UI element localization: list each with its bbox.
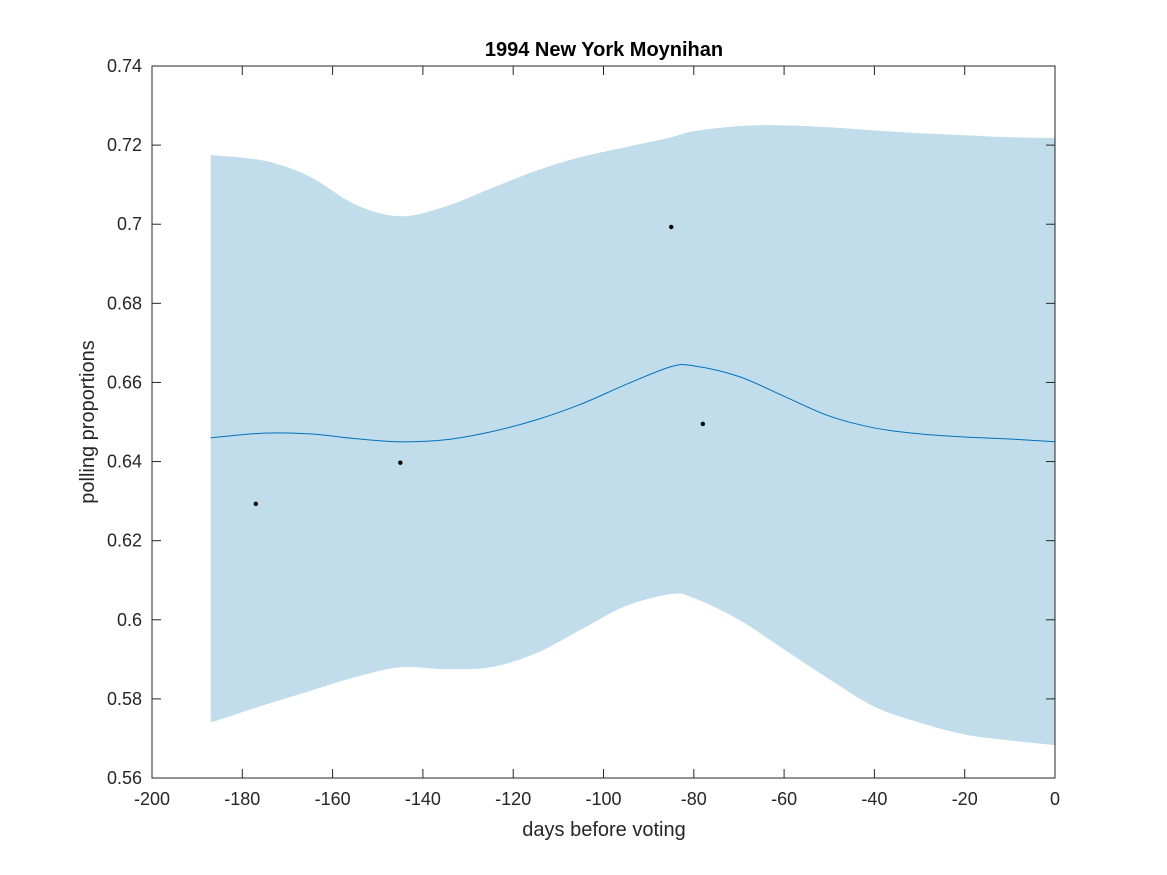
x-tick-label: -160 [315,789,351,809]
x-tick-label: -80 [681,789,707,809]
y-tick-label: 0.7 [117,214,142,234]
x-tick-label: -200 [134,789,170,809]
x-ticks: -200 -180 -160 -140 -120 -100 -80 -60 -40 -20 0 [134,66,1060,809]
y-tick-label: 0.72 [107,135,142,155]
plot-area: -200 -180 -160 -140 -120 -100 -80 -60 -40 -20 0 0.… [107,56,1060,809]
y-ticks: 0.56 0.58 0.6 0.62 0.64 0.66 0.68 0.7 0.72 0.74 [107,56,1055,788]
chart-title: 1994 New York Moynihan [485,39,723,61]
x-tick-label: -120 [495,789,531,809]
y-tick-label: 0.64 [107,452,142,472]
x-tick-label: -100 [585,789,621,809]
y-tick-label: 0.66 [107,372,142,392]
y-axis-label: polling proportions [77,340,99,503]
x-tick-label: -40 [861,789,887,809]
x-tick-label: -60 [771,789,797,809]
x-tick-label: -180 [224,789,260,809]
x-tick-label: -140 [405,789,441,809]
trend-line [210,363,1056,443]
data-points [253,224,706,507]
y-tick-label: 0.56 [107,768,142,788]
data-point [253,501,259,507]
data-point [669,224,674,230]
y-tick-label: 0.68 [107,293,142,313]
y-tick-label: 0.6 [117,610,142,630]
y-tick-label: 0.58 [107,689,142,709]
y-tick-label: 0.74 [107,56,142,76]
data-point [398,460,403,465]
data-point [700,421,706,427]
y-tick-label: 0.62 [107,531,142,551]
x-tick-label: 0 [1050,789,1060,809]
x-tick-label: -20 [952,789,978,809]
x-axis-label: days before voting [522,819,685,841]
confidence-band [210,125,1055,746]
